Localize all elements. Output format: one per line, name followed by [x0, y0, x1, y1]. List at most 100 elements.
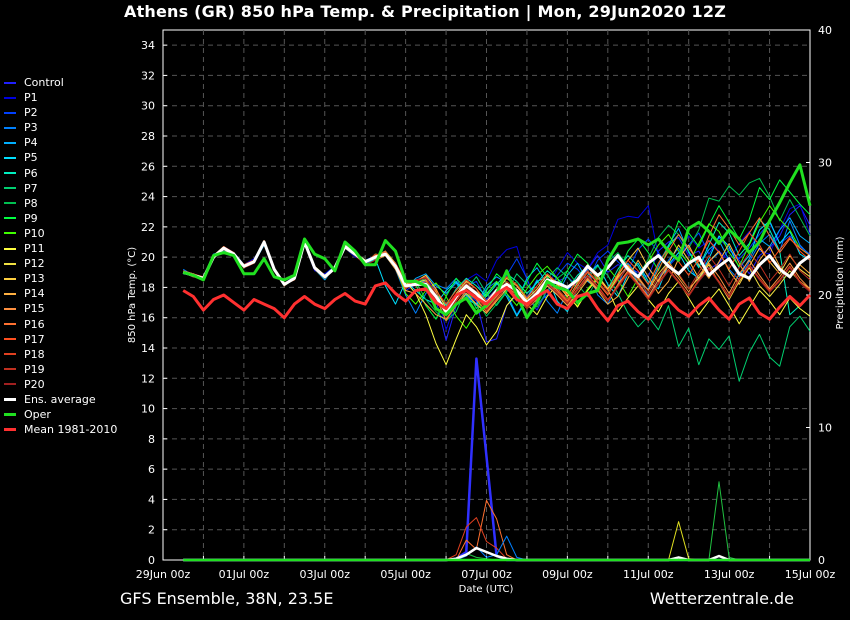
y2-tick-label: 0: [818, 554, 825, 567]
legend-item: P19: [4, 362, 117, 377]
y2-axis-label: Precipitation (mm): [835, 236, 846, 329]
legend-item: Control: [4, 75, 117, 90]
legend-swatch: [4, 398, 16, 402]
legend-swatch: [4, 307, 16, 310]
y2-tick-label: 40: [818, 24, 832, 37]
y-tick-label: 4: [148, 493, 155, 506]
legend-item: P10: [4, 226, 117, 241]
legend-item: P9: [4, 211, 117, 226]
x-tick-label: 03Jul 00z: [299, 568, 350, 581]
x-tick-label: 09Jul 00z: [542, 568, 593, 581]
legend-swatch: [4, 172, 16, 175]
x-tick-label: 05Jul 00z: [380, 568, 431, 581]
legend-label: P15: [24, 302, 45, 316]
legend-swatch: [4, 353, 16, 356]
x-tick-label: 11Jul 00z: [623, 568, 674, 581]
legend-swatch: [4, 202, 16, 205]
legend-item: P14: [4, 286, 117, 301]
legend-label: Ens. average: [24, 392, 96, 406]
legend-swatch: [4, 247, 16, 250]
legend-item: P7: [4, 181, 117, 196]
legend-item: Oper: [4, 407, 117, 422]
legend-swatch: [4, 368, 16, 371]
x-tick-label: 13Jul 00z: [704, 568, 755, 581]
legend-label: Control: [24, 76, 64, 89]
legend-swatch: [4, 277, 16, 280]
legend-item: P2: [4, 105, 117, 120]
legend-swatch: [4, 413, 16, 417]
legend-item: P17: [4, 332, 117, 347]
legend-label: P2: [24, 106, 38, 120]
legend-item: P3: [4, 120, 117, 135]
y-tick-label: 28: [141, 130, 155, 143]
legend-item: P6: [4, 166, 117, 181]
x-tick-label: 01Jul 00z: [219, 568, 270, 581]
legend-label: P3: [24, 121, 38, 135]
legend-label: P6: [24, 166, 38, 180]
x-axis: 29Jun 00z 01Jul 00z 03Jul 00z 05Jul 00z 07Ju…: [136, 556, 836, 581]
y-tick-label: 14: [141, 342, 155, 355]
legend-label: P11: [24, 242, 45, 256]
y-tick-label: 34: [141, 39, 155, 52]
y2-tick-label: 10: [818, 422, 832, 435]
legend-item: P15: [4, 301, 117, 316]
legend-label: P10: [24, 226, 45, 240]
legend-swatch: [4, 157, 16, 160]
legend-swatch: [4, 383, 16, 386]
y-tick-label: 24: [141, 191, 155, 204]
legend-label: P4: [24, 136, 38, 150]
legend-label: P20: [24, 377, 45, 391]
legend-label: P16: [24, 317, 45, 331]
legend-label: P14: [24, 287, 45, 301]
legend-swatch: [4, 217, 16, 220]
chart-title: Athens (GR) 850 hPa Temp. & Precipitatio…: [123, 2, 726, 21]
y-tick-label: 26: [141, 160, 155, 173]
legend-label: P5: [24, 151, 38, 165]
y-tick-label: 6: [148, 463, 155, 476]
legend-label: P1: [24, 91, 38, 105]
y-axis-right: 0 10 20 30 40: [806, 24, 832, 567]
legend-swatch: [4, 232, 16, 235]
legend-item: P5: [4, 150, 117, 165]
temperature-lines: [182, 163, 812, 382]
y-axis-label: 850 hPa Temp. (°C): [127, 247, 138, 343]
y-tick-label: 18: [141, 281, 155, 294]
legend-swatch: [4, 96, 16, 99]
legend: Control P1 P2 P3 P4 P5 P6 P7 P8 P9 P10 P11 P12 P13 P14…: [4, 75, 117, 437]
legend-swatch: [4, 262, 16, 265]
y-tick-label: 32: [141, 69, 155, 82]
legend-label: P12: [24, 257, 45, 271]
y-tick-label: 10: [141, 403, 155, 416]
y-tick-label: 12: [141, 372, 155, 385]
legend-item: P16: [4, 317, 117, 332]
legend-swatch: [4, 81, 16, 84]
legend-swatch: [4, 323, 16, 326]
y-tick-label: 20: [141, 251, 155, 264]
legend-label: P19: [24, 362, 45, 376]
y-tick-label: 22: [141, 221, 155, 234]
legend-item: P8: [4, 196, 117, 211]
legend-swatch: [4, 187, 16, 190]
x-tick-label: 15Jul 00z: [785, 568, 836, 581]
footer-model-info: GFS Ensemble, 38N, 23.5E: [120, 589, 334, 608]
legend-label: Mean 1981-2010: [24, 423, 118, 437]
y-tick-label: 16: [141, 312, 155, 325]
legend-swatch: [4, 141, 16, 144]
legend-label: P8: [24, 196, 38, 210]
y-tick-label: 8: [148, 433, 155, 446]
legend-label: P17: [24, 332, 45, 346]
legend-item: P11: [4, 241, 117, 256]
legend-item: P20: [4, 377, 117, 392]
legend-item: Ens. average: [4, 392, 117, 407]
x-axis-label: Date (UTC): [459, 584, 514, 595]
precipitation-lines: [183, 357, 810, 562]
temp-line-mean-1981-2010: [182, 281, 812, 323]
x-tick-label: 07Jul 00z: [461, 568, 512, 581]
legend-label: P9: [24, 211, 38, 225]
legend-label: P18: [24, 347, 45, 361]
legend-item: P12: [4, 256, 117, 271]
legend-item: P18: [4, 347, 117, 362]
legend-label: P7: [24, 181, 38, 195]
legend-item: P13: [4, 271, 117, 286]
legend-label: Oper: [24, 408, 51, 422]
